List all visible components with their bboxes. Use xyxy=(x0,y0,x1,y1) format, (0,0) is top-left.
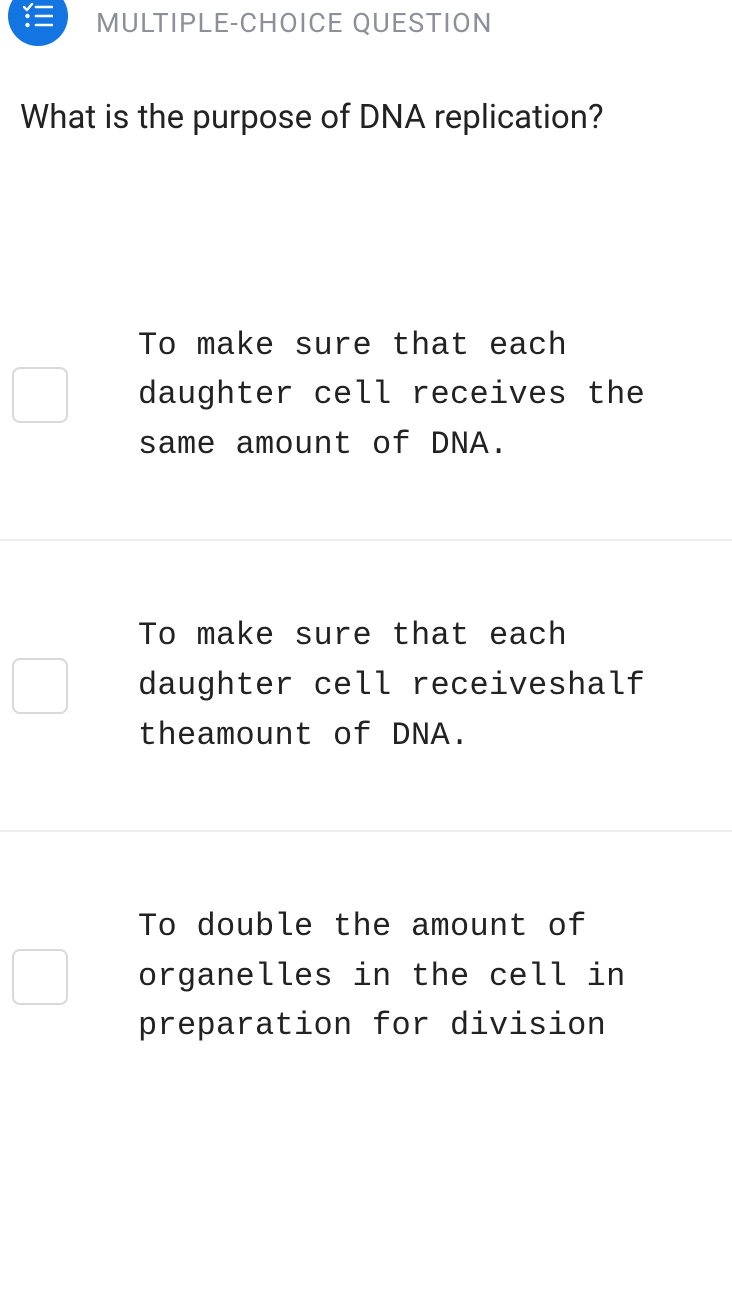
checklist-icon xyxy=(23,3,53,29)
question-type-label: MULTIPLE-CHOICE QUESTION xyxy=(96,7,493,39)
options-list: To make sure that each daughter cell rec… xyxy=(0,251,732,1051)
option-checkbox[interactable] xyxy=(12,949,68,1005)
option-text: To make sure that each daughter cell rec… xyxy=(138,321,712,470)
option-row[interactable]: To double the amount of organelles in th… xyxy=(0,832,732,1051)
option-checkbox[interactable] xyxy=(12,367,68,423)
option-text: To make sure that each daughter cell rec… xyxy=(138,611,712,760)
question-type-badge xyxy=(8,0,68,46)
option-row[interactable]: To make sure that each daughter cell rec… xyxy=(0,251,732,542)
option-checkbox[interactable] xyxy=(12,658,68,714)
option-text: To double the amount of organelles in th… xyxy=(138,902,712,1051)
question-header: MULTIPLE-CHOICE QUESTION xyxy=(0,0,732,46)
question-text: What is the purpose of DNA replication? xyxy=(0,46,732,141)
option-row[interactable]: To make sure that each daughter cell rec… xyxy=(0,541,732,832)
